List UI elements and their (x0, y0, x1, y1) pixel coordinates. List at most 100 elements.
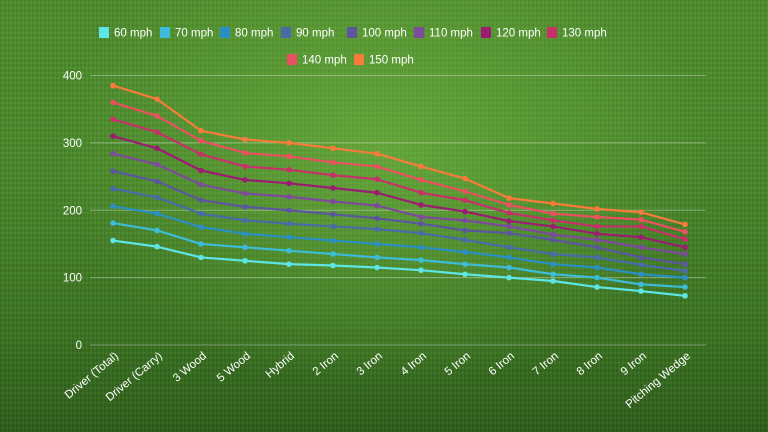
data-point (462, 271, 468, 278)
data-point (374, 226, 380, 232)
legend-label: 150 mph (369, 55, 414, 67)
series-line (112, 187, 686, 272)
data-point (594, 254, 600, 261)
data-point (638, 216, 644, 223)
legend-swatch (414, 27, 424, 38)
x-tick-label: 7 Iron (531, 350, 561, 378)
legend-label: 60 mph (114, 28, 152, 40)
data-point (198, 210, 204, 217)
legend-item[interactable]: 120 mph (481, 27, 541, 40)
data-point (198, 181, 204, 188)
data-point (638, 244, 644, 251)
data-point (550, 231, 556, 238)
data-point (462, 217, 468, 224)
y-tick-label: 400 (63, 71, 82, 83)
data-point (198, 197, 204, 203)
series-90-mph (110, 185, 688, 274)
data-point (418, 257, 424, 263)
data-point (418, 163, 424, 170)
legend-item[interactable]: 140 mph (287, 54, 347, 67)
data-point (154, 227, 160, 234)
x-tick-label: 3 Wood (171, 350, 209, 385)
x-tick-label: 9 Iron (619, 350, 649, 378)
data-point (286, 193, 292, 200)
data-point (506, 218, 512, 224)
x-tick-label: 6 Iron (487, 350, 517, 378)
series-line (112, 170, 686, 266)
x-tick-label: 5 Wood (215, 350, 253, 385)
data-point (682, 268, 688, 274)
data-point (462, 208, 468, 215)
series-line (112, 84, 686, 226)
legend-item[interactable]: 130 mph (547, 27, 607, 40)
series-140-mph (110, 99, 688, 235)
legend-item[interactable]: 110 mph (414, 27, 473, 40)
legend-item[interactable]: 70 mph (160, 27, 213, 40)
data-point (374, 189, 380, 196)
series-line (112, 135, 686, 249)
legend-label: 80 mph (235, 28, 273, 40)
data-point (198, 241, 204, 247)
data-point (682, 293, 688, 299)
data-point (550, 237, 556, 243)
data-point (682, 274, 688, 281)
legend-label: 130 mph (562, 28, 607, 40)
series-line (112, 101, 686, 233)
data-point (506, 264, 512, 271)
data-point (242, 257, 248, 264)
data-point (110, 133, 116, 139)
data-point (154, 210, 160, 217)
data-point (198, 254, 204, 261)
data-point (374, 176, 380, 183)
data-point (330, 237, 336, 244)
data-point (242, 150, 248, 156)
data-point (418, 220, 424, 227)
data-point (110, 237, 116, 244)
data-point (110, 168, 116, 174)
legend-item[interactable]: 100 mph (347, 27, 407, 40)
data-point (418, 230, 424, 236)
data-point (286, 234, 292, 240)
data-point (374, 150, 380, 157)
data-point (242, 204, 248, 210)
data-point (242, 163, 248, 170)
y-tick-label: 100 (63, 273, 82, 285)
legend-item[interactable]: 80 mph (220, 27, 273, 40)
data-point (330, 223, 336, 230)
data-point (682, 244, 688, 251)
data-point (594, 237, 600, 243)
data-point (462, 261, 468, 267)
data-point (594, 264, 600, 271)
y-tick-label: 300 (63, 138, 82, 150)
data-point (682, 221, 688, 228)
data-point (198, 127, 204, 134)
data-point (418, 202, 424, 208)
data-point (462, 188, 468, 195)
legend-swatch (281, 27, 291, 38)
data-point (462, 237, 468, 243)
x-tick-label: 2 Iron (311, 350, 341, 378)
legend-item[interactable]: 90 mph (281, 27, 334, 40)
data-point (330, 145, 336, 152)
data-point (506, 274, 512, 281)
data-point (506, 195, 512, 201)
data-point (462, 175, 468, 182)
data-point (594, 214, 600, 220)
legend-item[interactable]: 60 mph (99, 27, 152, 40)
data-point (506, 230, 512, 236)
data-point (110, 82, 116, 89)
x-tick-label: 5 Iron (443, 350, 473, 378)
series-150-mph (110, 82, 688, 228)
data-point (242, 244, 248, 251)
legend-item[interactable]: 150 mph (354, 54, 414, 67)
data-point (638, 288, 644, 294)
series-line (112, 152, 686, 256)
data-point (154, 178, 160, 185)
legend-label: 140 mph (302, 55, 347, 67)
data-point (110, 150, 116, 157)
data-point (418, 177, 424, 183)
data-point (594, 244, 600, 251)
data-point (462, 227, 468, 234)
legend-label: 90 mph (296, 28, 334, 40)
